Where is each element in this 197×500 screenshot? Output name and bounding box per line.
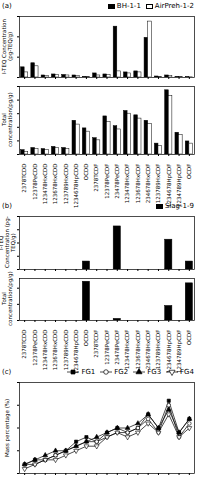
- svg-text:123789HxCDF: 123789HxCDF: [155, 164, 161, 204]
- svg-text:1234789HpCDF: 1234789HpCDF: [176, 164, 183, 207]
- svg-text:12378PeCDF: 12378PeCDF: [104, 330, 110, 365]
- svg-text:123678HxCDD: 123678HxCDD: [52, 330, 58, 371]
- html-text:Mass percentage (%): Mass percentage (%): [4, 398, 10, 457]
- svg-text:234678HxCDF: 234678HxCDF: [145, 164, 151, 204]
- html-text:FG4: FG4: [180, 368, 194, 376]
- svg-text:12378PeCDF: 12378PeCDF: [104, 164, 110, 199]
- svg-text:123478HxCDD: 123478HxCDD: [42, 164, 48, 205]
- svg-text:2378TCDD: 2378TCDD: [21, 330, 27, 359]
- svg-text:123678HxCDF: 123678HxCDF: [135, 164, 141, 204]
- svg-text:OCDF: OCDF: [186, 330, 192, 346]
- svg-text:23478PeCDF: 23478PeCDF: [114, 330, 120, 365]
- svg-text:1234678HpCDD: 1234678HpCDD: [73, 330, 80, 374]
- svg-text:OCDF: OCDF: [186, 164, 192, 180]
- svg-text:123678HxCDD: 123678HxCDD: [52, 164, 58, 205]
- html-text:FG3: FG3: [147, 368, 162, 376]
- svg-text:2378TCDF: 2378TCDF: [93, 164, 99, 192]
- svg-text:1234678HpCDF: 1234678HpCDF: [166, 164, 173, 207]
- svg-text:123789HxCDF: 123789HxCDF: [155, 330, 161, 370]
- svg-text:123789HxCDD: 123789HxCDD: [63, 330, 69, 371]
- svg-text:123678HxCDF: 123678HxCDF: [135, 330, 141, 370]
- svg-text:OCDD: OCDD: [83, 164, 89, 181]
- html-text:(b): (b): [2, 202, 12, 210]
- svg-text:1234678HpCDD: 1234678HpCDD: [73, 164, 80, 208]
- html-text:AirPreh-1-2: AirPreh-1-2: [154, 2, 194, 10]
- svg-text:12378PeCDD: 12378PeCDD: [32, 330, 38, 366]
- svg-text:2378TCDD: 2378TCDD: [21, 164, 27, 193]
- svg-text:123478HxCDD: 123478HxCDD: [42, 330, 48, 371]
- html-text:I-TEQ Concentration (pg-TEQ/g): I-TEQ Concentration (pg-TEQ/g): [1, 19, 13, 74]
- html-text:Total concentration(pg/g): Total concentration(pg/g): [1, 92, 13, 148]
- html-text:Slag-1-9: Slag-1-9: [164, 202, 194, 210]
- html-text:(a): (a): [2, 2, 12, 10]
- html-text:FG2: FG2: [114, 368, 129, 376]
- svg-text:1234789HpCDF: 1234789HpCDF: [176, 330, 183, 373]
- html-text:(c): (c): [2, 368, 12, 376]
- svg-text:23478PeCDF: 23478PeCDF: [114, 164, 120, 199]
- svg-text:OCDD: OCDD: [83, 330, 89, 347]
- svg-text:1234678HpCDF: 1234678HpCDF: [166, 330, 173, 373]
- svg-text:2378TCDF: 2378TCDF: [93, 330, 99, 358]
- svg-text:12378PeCDD: 12378PeCDD: [32, 164, 38, 200]
- svg-text:123789HxCDD: 123789HxCDD: [63, 164, 69, 205]
- svg-text:234678HxCDF: 234678HxCDF: [145, 330, 151, 370]
- svg-text:123478HxCDF: 123478HxCDF: [124, 164, 130, 204]
- html-text:Total concentration(pg/g): Total concentration(pg/g): [1, 271, 13, 327]
- html-text:FG1: FG1: [81, 368, 96, 376]
- html-text:BH-1-1: BH-1-1: [116, 2, 141, 10]
- svg-text:123478HxCDF: 123478HxCDF: [124, 330, 130, 370]
